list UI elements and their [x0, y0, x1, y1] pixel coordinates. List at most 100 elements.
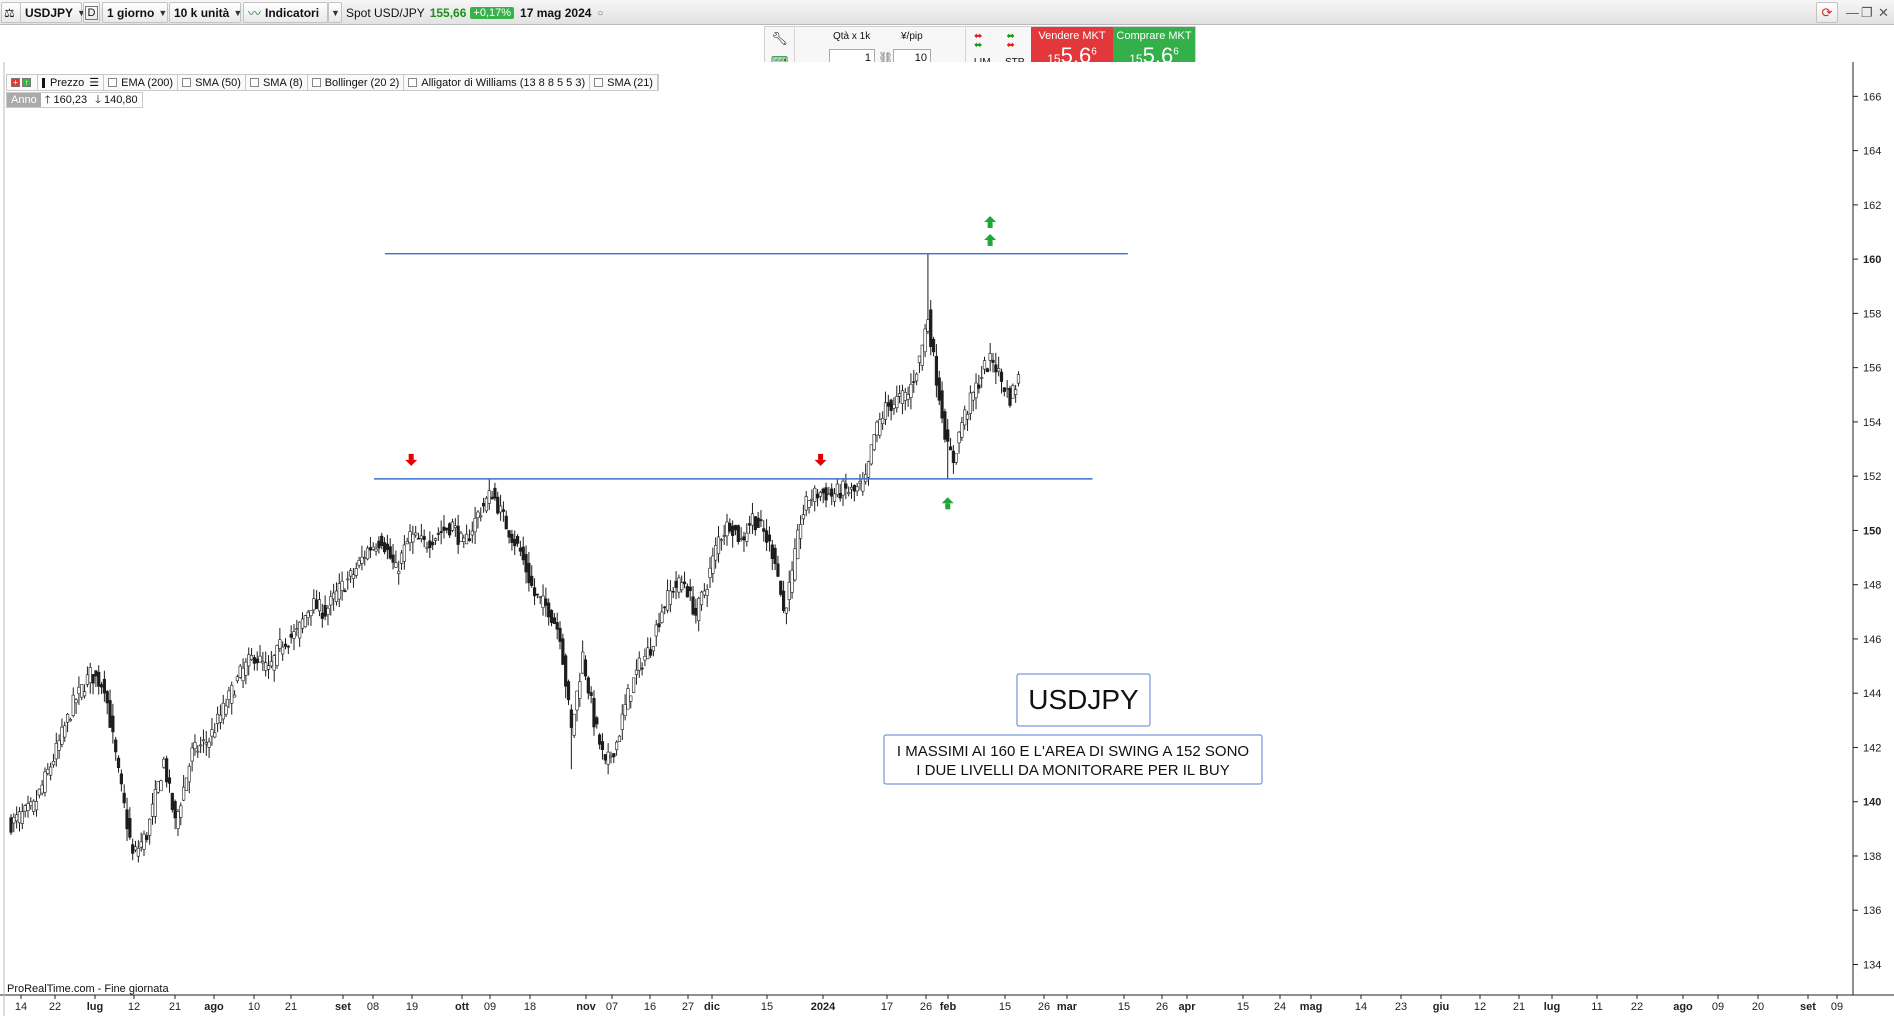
indicator-checkbox[interactable] [182, 78, 192, 87]
wrench-icon[interactable]: 🔧︎ [771, 30, 788, 46]
candle-body [131, 844, 135, 854]
indicators-dropdown[interactable]: ▼ [328, 2, 342, 23]
candle-body [552, 617, 556, 624]
candle-body [929, 309, 933, 347]
y-tick-label: 142 [1863, 742, 1881, 754]
candle-body [507, 530, 511, 538]
candle-body [371, 546, 375, 550]
indicators-button[interactable]: 〰 Indicatori [243, 2, 328, 23]
x-tick-label: ago [204, 1001, 224, 1013]
arrow-head [814, 459, 827, 466]
sell-label: Vendere MKT [1038, 30, 1106, 42]
candle-body [699, 591, 704, 606]
chart-type-button[interactable]: D [83, 2, 100, 23]
indicator-checkbox[interactable] [408, 78, 418, 87]
indicator-checkbox[interactable] [108, 78, 118, 87]
candle-body [968, 392, 972, 414]
indicator-ema-200[interactable]: EMA (200) [104, 75, 179, 90]
candle-body [974, 382, 978, 399]
range-period[interactable]: Anno [7, 93, 41, 107]
candle-body [999, 371, 1004, 382]
candle-body [1002, 387, 1006, 392]
candle-body [54, 742, 58, 760]
candle-body [748, 523, 752, 526]
close-icon[interactable]: ✕ [1878, 5, 1889, 20]
indicator-checkbox[interactable] [594, 78, 604, 87]
candle-body [977, 384, 981, 389]
candle-body [408, 531, 412, 544]
restore-icon[interactable]: ❐ [1861, 5, 1873, 20]
candle-body [456, 525, 460, 545]
indicators-label: Indicatori [265, 5, 320, 20]
indicator-alligator[interactable]: Alligator di Williams (13 8 8 5 5 3) [404, 75, 591, 90]
candle-body [654, 624, 658, 637]
candle-body [759, 519, 763, 522]
candle-body [940, 390, 944, 419]
candle-body [213, 732, 217, 738]
clock-icon: ○ [597, 7, 604, 19]
candle-body [923, 328, 927, 353]
zoom-icon[interactable]: ↑ [22, 78, 31, 87]
candle-body [108, 700, 112, 728]
indicator-sma-50[interactable]: SMA (50) [178, 75, 246, 90]
candle-body [148, 818, 152, 836]
candle-body [965, 413, 970, 420]
indicator-price[interactable]: Prezzo ☰ [38, 75, 105, 90]
indicator-checkbox[interactable] [311, 78, 321, 87]
sell-price-pip: 6 [1091, 46, 1097, 58]
candle-body [176, 811, 180, 829]
candle-body [586, 677, 590, 694]
range-low: 🡓 140,80 [91, 93, 141, 107]
candle-body [612, 753, 616, 758]
spot-date: 17 mag 2024 [520, 6, 592, 20]
minimize-icon[interactable]: — [1846, 5, 1859, 20]
candle-body [97, 671, 101, 687]
x-tick-label: 2024 [811, 1001, 836, 1013]
candle-body [770, 544, 774, 559]
link-icon[interactable]: ⛓ [878, 51, 894, 65]
candle-body [623, 704, 627, 716]
x-tick-label: 15 [1237, 1001, 1249, 1013]
candle-body [937, 377, 941, 401]
chevron-down-icon: ▼ [331, 7, 340, 18]
limit-order-icon: ⬌ ⬌ [974, 31, 983, 51]
candle-body [572, 713, 576, 736]
pip-label: ¥/pip [901, 31, 923, 42]
candle-body [442, 526, 446, 531]
buy-arrow-marker [941, 497, 954, 510]
plot-area [5, 62, 1853, 995]
candle-body [298, 621, 302, 639]
candle-body [128, 818, 132, 838]
candle-body [230, 685, 234, 704]
candle-body [199, 744, 203, 747]
indicator-checkbox[interactable] [249, 78, 259, 87]
candle-body [1011, 385, 1015, 399]
spot-price: 155,66 [429, 6, 467, 20]
candle-body [465, 533, 469, 545]
symbol-selector[interactable]: USDJPY ▼ [20, 2, 86, 23]
x-tick-label: 12 [1474, 1001, 1486, 1013]
brand-footer: ProRealTime.com - Fine giornata [7, 983, 169, 995]
candle-body [105, 691, 109, 704]
candle-body [595, 717, 599, 725]
indicator-sma-8[interactable]: SMA (8) [246, 75, 308, 90]
range-high-value: 160,23 [53, 94, 88, 106]
candle-body [57, 740, 61, 751]
add-indicator-icon[interactable]: + [11, 78, 20, 87]
x-tick-label: 09 [484, 1001, 496, 1013]
candle-body [187, 765, 191, 783]
annotation-note-line: I MASSIMI AI 160 E L'AREA DI SWING A 152… [897, 743, 1249, 760]
indicator-bollinger[interactable]: Bollinger (20 2) [308, 75, 405, 90]
x-tick-label: set [335, 1001, 351, 1013]
candle-body [555, 622, 559, 630]
indicator-sma-21[interactable]: SMA (21) [590, 75, 658, 90]
x-tick-label: 26 [1156, 1001, 1168, 1013]
sync-button[interactable]: ⟳ [1816, 2, 1838, 23]
candle-body [399, 552, 404, 564]
x-tick-label: ago [1673, 1001, 1693, 1013]
candle-body [281, 646, 285, 655]
timeframe-selector[interactable]: 1 giorno ▼ [102, 2, 168, 23]
list-icon[interactable]: ☰ [89, 77, 100, 89]
units-selector[interactable]: 10 k unità ▼ [169, 2, 242, 23]
